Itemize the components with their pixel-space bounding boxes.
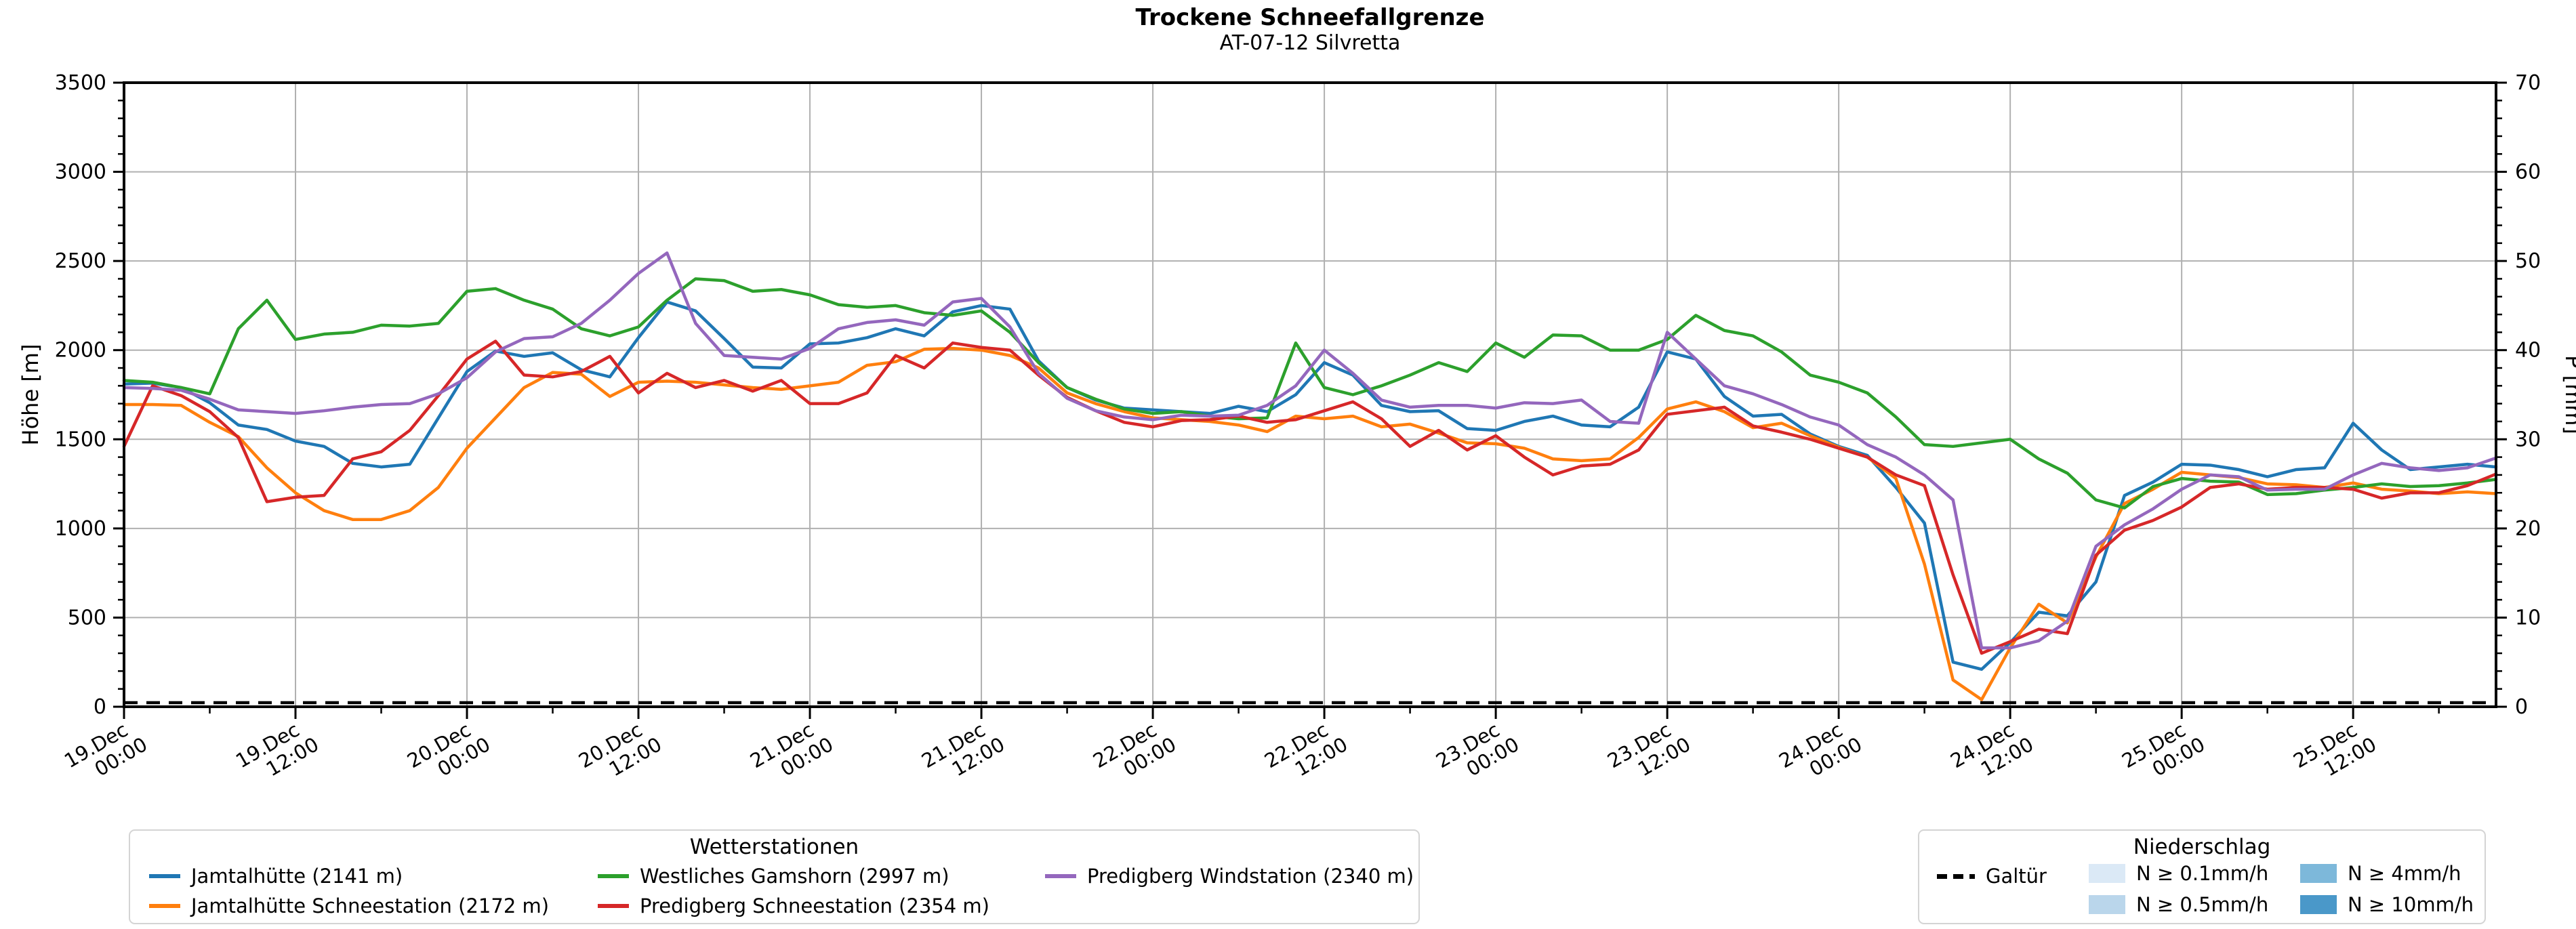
legend-item-predigberg-schneestation: Predigberg Schneestation (2354 m): [598, 894, 989, 917]
y-right-tick-label: 60: [2515, 161, 2541, 184]
legend-item-westliches-gamshorn: Westliches Gamshorn (2997 m): [598, 865, 949, 888]
y-right-tick-label: 40: [2515, 339, 2541, 363]
precip-patch-0.1: [2089, 864, 2125, 883]
y-left-tick-label: 3500: [55, 71, 106, 95]
legend-item-predigberg-windstation: Predigberg Windstation (2340 m): [1045, 865, 1414, 888]
legend-item-precip-05: N ≥ 0.5mm/h: [2089, 893, 2268, 916]
precip-patch-4: [2300, 864, 2337, 883]
page-title: Trockene Schneefallgrenze: [1135, 4, 1485, 31]
legend-stations-title: Wetterstationen: [689, 835, 859, 859]
legend-item-galtuer: Galtür: [1937, 865, 2047, 888]
y-right-tick-label: 20: [2515, 517, 2541, 541]
line-swatch-green: [598, 874, 629, 878]
legend-item-label: N ≥ 0.1mm/h: [2136, 862, 2269, 885]
legend-item-precip-10: N ≥ 10mm/h: [2300, 893, 2474, 916]
legend-item-jamtalhuette: Jamtalhütte (2141 m): [149, 865, 403, 888]
page-subtitle: AT-07-12 Silvretta: [1219, 31, 1401, 55]
legend-item-label: N ≥ 4mm/h: [2348, 862, 2461, 885]
y-right-tick-label: 30: [2515, 428, 2541, 451]
y-left-tick-label: 2000: [55, 339, 106, 363]
y-left-tick-label: 0: [94, 695, 106, 719]
y-right-axis-label: P [mm]: [2560, 355, 2576, 434]
legend-item-label: Jamtalhütte Schneestation (2172 m): [191, 894, 550, 917]
y-left-tick-label: 2500: [55, 249, 106, 273]
precip-patch-10: [2300, 895, 2337, 914]
y-left-tick-label: 500: [68, 606, 106, 629]
legend-item-precip-01: N ≥ 0.1mm/h: [2089, 862, 2268, 885]
y-left-axis-label: Höhe [m]: [18, 344, 43, 446]
line-swatch-blue: [149, 874, 180, 878]
legend-item-label: N ≥ 10mm/h: [2348, 893, 2474, 916]
y-right-tick-label: 70: [2515, 71, 2541, 95]
y-right-tick-label: 10: [2515, 606, 2541, 629]
series-line-jamtalh-tte-schneestation-2172-m: [122, 346, 2498, 701]
precip-patch-0.5: [2089, 895, 2125, 914]
legend-item-label: N ≥ 0.5mm/h: [2136, 893, 2269, 916]
plot-border: [123, 81, 2497, 708]
y-left-tick-label: 1000: [55, 517, 106, 541]
legend-item-precip-4: N ≥ 4mm/h: [2300, 862, 2461, 885]
legend-item-jamtalhuette-schneestation: Jamtalhütte Schneestation (2172 m): [149, 894, 549, 917]
series-line-predigberg-windstation-2340-m: [122, 251, 2498, 650]
y-right-tick-label: 50: [2515, 249, 2541, 273]
legend-stations: Wetterstationen Jamtalhütte (2141 m) Jam…: [129, 829, 1420, 924]
line-swatch-red: [598, 904, 629, 908]
line-swatch-purple: [1045, 874, 1076, 878]
legend-item-label: Westliches Gamshorn (2997 m): [640, 865, 949, 888]
legend-item-label: Galtür: [1986, 865, 2047, 888]
legend-item-label: Predigberg Windstation (2340 m): [1087, 865, 1414, 888]
y-right-tick-label: 0: [2515, 695, 2528, 719]
legend-precip: Niederschlag Galtür N ≥ 0.1mm/h N ≥ 0.5m…: [1918, 829, 2486, 924]
series-line-westliches-gamshorn-2997-m: [122, 277, 2498, 510]
y-left-tick-label: 3000: [55, 161, 106, 184]
series-line-predigberg-schneestation-2354-m: [122, 339, 2498, 655]
y-left-tick-label: 1500: [55, 428, 106, 451]
line-swatch-orange: [149, 904, 180, 908]
legend-item-label: Predigberg Schneestation (2354 m): [640, 894, 989, 917]
legend-precip-title: Niederschlag: [2133, 835, 2271, 859]
title-block: Trockene Schneefallgrenze AT-07-12 Silvr…: [124, 4, 2496, 56]
legend-item-label: Jamtalhütte (2141 m): [191, 865, 403, 888]
series-line-jamtalh-tte-2141-m: [122, 300, 2498, 671]
dashed-line-swatch: [1937, 873, 1975, 879]
